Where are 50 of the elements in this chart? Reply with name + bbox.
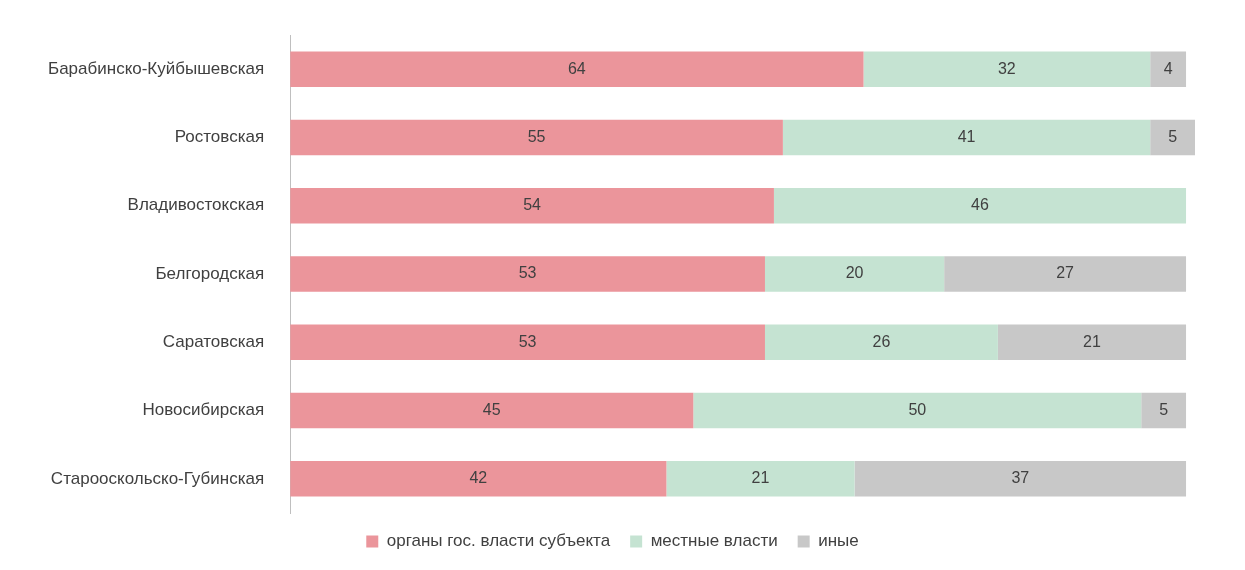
bar xyxy=(290,187,774,224)
legend-label: органы гос. власти субъекта xyxy=(386,531,611,551)
bar xyxy=(1141,392,1187,429)
y-tick-label: Саратовская xyxy=(162,331,265,351)
bar xyxy=(290,324,765,361)
bar xyxy=(290,51,864,87)
data-label: 4 xyxy=(1163,59,1173,77)
data-label: 41 xyxy=(957,127,976,145)
data-label: 32 xyxy=(997,59,1016,77)
bar xyxy=(693,392,1142,429)
data-label: 37 xyxy=(1011,469,1030,487)
legend-label: местные власти xyxy=(650,531,778,551)
bar xyxy=(666,461,855,497)
bar xyxy=(290,392,694,429)
data-label: 42 xyxy=(469,469,488,487)
y-tick-label: Ростовская xyxy=(174,127,265,147)
y-tick-label: Владивостокская xyxy=(127,195,265,215)
bar xyxy=(944,256,1187,292)
bar xyxy=(854,461,1187,497)
y-tick-label: Белгородская xyxy=(155,263,265,283)
data-label: 21 xyxy=(751,469,770,487)
data-label: 5 xyxy=(1168,127,1178,145)
bar xyxy=(764,324,998,361)
data-label: 53 xyxy=(518,264,537,282)
data-label: 55 xyxy=(527,127,546,145)
data-label: 53 xyxy=(518,332,537,350)
data-label: 64 xyxy=(567,59,586,77)
legend-label: иные xyxy=(818,531,859,551)
data-label: 54 xyxy=(523,196,542,214)
data-label: 5 xyxy=(1159,400,1169,418)
y-tick-label: Барабинско-Куйбышевская xyxy=(47,58,265,78)
bar xyxy=(773,187,1187,224)
data-label: 20 xyxy=(845,264,864,282)
bar xyxy=(290,119,783,156)
bar xyxy=(782,119,1151,156)
data-label: 21 xyxy=(1083,332,1101,350)
bar xyxy=(290,461,667,497)
data-label: 26 xyxy=(872,332,891,350)
bar xyxy=(1150,119,1195,156)
bar xyxy=(863,51,1151,87)
bar xyxy=(1150,51,1187,87)
bar xyxy=(290,256,765,292)
y-tick-label: Новосибирская xyxy=(142,400,265,420)
bar xyxy=(997,324,1187,361)
data-label: 27 xyxy=(1056,264,1075,282)
data-label: 45 xyxy=(482,400,501,418)
data-label: 50 xyxy=(908,400,927,418)
bar xyxy=(764,256,945,292)
y-tick-label: Старооскольско-Губинская xyxy=(50,468,265,488)
data-label: 46 xyxy=(971,196,989,214)
